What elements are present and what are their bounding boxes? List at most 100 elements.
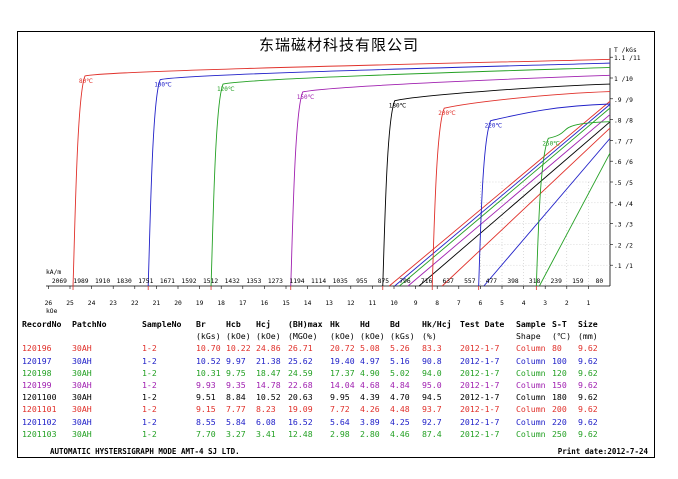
table-cell: 95.0 bbox=[422, 380, 442, 391]
table-cell: 25.62 bbox=[288, 355, 313, 366]
x-tick-label-koe: 13 bbox=[325, 300, 333, 307]
x-tick-label-kam: 159 bbox=[572, 278, 584, 285]
x-tick-label-kam: 557 bbox=[464, 278, 476, 285]
column-header: Br bbox=[196, 319, 206, 330]
x-tick-label-koe: 4 bbox=[522, 300, 526, 307]
x-axis-unit-kam: kA/m bbox=[46, 269, 61, 276]
x-tick-label-koe: 17 bbox=[239, 300, 247, 307]
table-cell: Column bbox=[516, 367, 546, 378]
b-line-4 bbox=[418, 121, 611, 287]
table-cell: 93.7 bbox=[422, 404, 442, 415]
table-cell: Column bbox=[516, 355, 546, 366]
table-cell: 10.70 bbox=[196, 343, 221, 354]
table-cell: 250 bbox=[552, 428, 567, 439]
footer-print-date: Print date:2012-7-24 bbox=[557, 447, 648, 456]
table-cell: 19.09 bbox=[288, 404, 313, 415]
column-header: (BH)max bbox=[288, 319, 323, 330]
x-tick-label-koe: 3 bbox=[543, 300, 547, 307]
column-header: Hk/Hcj bbox=[422, 319, 452, 330]
column-header: Hcj bbox=[256, 319, 271, 330]
table-row: 120199 30AH 1-2 9.93 9.35 14.78 22.68 14.04 4.68… bbox=[22, 379, 608, 391]
table-cell: 2.80 bbox=[360, 428, 380, 439]
table-cell: 9.62 bbox=[578, 404, 598, 415]
x-tick-label-koe: 24 bbox=[88, 300, 96, 307]
table-cell: 1201103 bbox=[22, 428, 57, 439]
x-tick-label-kam: 1671 bbox=[160, 278, 175, 285]
column-unit: (MGOe) bbox=[288, 331, 318, 342]
demagnetization-chart: 1.1 /11 1 /10 .9 /9 .8 /8 .7 /7 .6 /6 .5 /5 .4 … bbox=[45, 47, 641, 315]
table-cell: 2.98 bbox=[330, 428, 350, 439]
series-label-2: 120℃ bbox=[217, 86, 235, 93]
table-cell: 26.71 bbox=[288, 343, 313, 354]
table-cell: 1-2 bbox=[142, 404, 157, 415]
x-tick-label-koe: 7 bbox=[457, 300, 461, 307]
x-axis-unit-koe: kOe bbox=[46, 308, 58, 315]
table-cell: 5.02 bbox=[390, 367, 410, 378]
table-cell: 21.38 bbox=[256, 355, 281, 366]
table-cell: 3.89 bbox=[360, 416, 380, 427]
column-unit bbox=[460, 330, 516, 342]
company-title: 东瑞磁材科技有限公司 bbox=[258, 36, 419, 54]
table-cell: 20.63 bbox=[288, 392, 313, 403]
column-header: Hcb bbox=[226, 319, 241, 330]
table-cell: 5.64 bbox=[330, 416, 350, 427]
column-header: Sample bbox=[516, 319, 546, 330]
column-unit: (kGs) bbox=[196, 331, 221, 342]
table-cell: 92.7 bbox=[422, 416, 442, 427]
x-tick-label-koe: 19 bbox=[196, 300, 204, 307]
table-row: 120197 30AH 1-2 10.52 9.97 21.38 25.62 19.40 4.9… bbox=[22, 355, 608, 367]
table-cell: 8.84 bbox=[226, 392, 246, 403]
y-tick-label: .8 /8 bbox=[614, 118, 633, 125]
table-cell: Column bbox=[516, 380, 546, 391]
table-cell: 2012-1-7 bbox=[460, 355, 500, 366]
table-cell: 83.3 bbox=[422, 343, 442, 354]
column-header: PatchNo bbox=[72, 319, 107, 330]
table-cell: 120 bbox=[552, 367, 567, 378]
column-unit: (℃) bbox=[552, 331, 572, 342]
b-line-1 bbox=[394, 104, 611, 287]
table-cell: 9.62 bbox=[578, 428, 598, 439]
x-tick-label-koe: 21 bbox=[153, 300, 161, 307]
table-cell: 120197 bbox=[22, 355, 52, 366]
table-cell: 4.97 bbox=[360, 355, 380, 366]
table-cell: 7.77 bbox=[226, 404, 246, 415]
table-cell: 1-2 bbox=[142, 428, 157, 439]
table-cell: 30AH bbox=[72, 343, 92, 354]
table-cell: 1201102 bbox=[22, 416, 57, 427]
x-tick-label-koe: 10 bbox=[390, 300, 398, 307]
x-tick-label-kam: 1432 bbox=[225, 278, 240, 285]
x-tick-label-kam: 1512 bbox=[203, 278, 218, 285]
table-cell: 5.16 bbox=[390, 355, 410, 366]
series-label-7: 250℃ bbox=[542, 140, 560, 147]
y-tick-label: 1.1 /11 bbox=[614, 55, 641, 62]
b-line-6 bbox=[483, 138, 611, 287]
table-cell: 9.62 bbox=[578, 392, 598, 403]
table-cell: 30AH bbox=[72, 392, 92, 403]
x-tick-label-kam: 477 bbox=[486, 278, 498, 285]
table-cell: 80 bbox=[552, 343, 562, 354]
x-tick-label-koe: 1 bbox=[587, 300, 591, 307]
y-tick-label: .3 /3 bbox=[614, 222, 633, 229]
table-cell: 10.52 bbox=[256, 392, 281, 403]
table-cell: 9.62 bbox=[578, 343, 598, 354]
table-cell: 16.52 bbox=[288, 416, 313, 427]
x-tick-label-koe: 25 bbox=[66, 300, 74, 307]
x-tick-label-kam: 239 bbox=[551, 278, 563, 285]
j-curve-7 bbox=[535, 121, 611, 287]
x-tick-label-kam: 1114 bbox=[311, 278, 326, 285]
table-header-row: RecordNo PatchNo SampleNo Br Hcb Hcj (BH)max Hk… bbox=[22, 318, 608, 330]
x-tick-label-kam: 80 bbox=[596, 278, 604, 285]
y-tick-label: .5 /5 bbox=[614, 180, 633, 187]
y-tick-label: .1 /1 bbox=[614, 263, 633, 270]
column-unit bbox=[72, 330, 142, 342]
table-cell: 22.68 bbox=[288, 380, 313, 391]
table-cell: 5.26 bbox=[390, 343, 410, 354]
x-tick-label-kam: 1194 bbox=[289, 278, 304, 285]
table-cell: 10.22 bbox=[226, 343, 251, 354]
table-cell: 14.78 bbox=[256, 380, 281, 391]
table-row: 120196 30AH 1-2 10.70 10.22 24.86 26.71 20.72 5.… bbox=[22, 342, 608, 354]
table-cell: 9.62 bbox=[578, 367, 598, 378]
x-tick-label-kam: 796 bbox=[399, 278, 411, 285]
table-cell: 220 bbox=[552, 416, 567, 427]
x-tick-label-koe: 6 bbox=[479, 300, 483, 307]
